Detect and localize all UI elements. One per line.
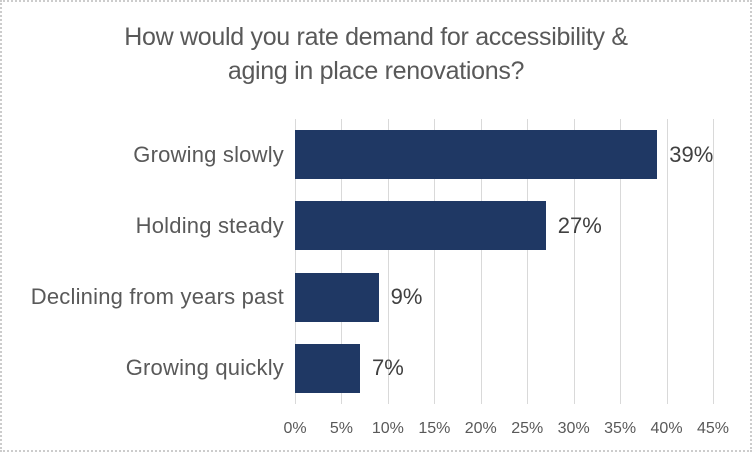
gridline-40%: [666, 119, 668, 404]
gridline-35%: [620, 119, 622, 404]
data-label: 7%: [372, 355, 404, 381]
bar-holding-steady: [295, 201, 546, 251]
x-axis-tick-label: 15%: [418, 420, 451, 437]
gridline-10%: [387, 119, 389, 404]
category-label: Growing quickly: [125, 355, 284, 381]
data-label: 9%: [390, 284, 423, 310]
data-label: 39%: [669, 141, 714, 167]
data-label: 27%: [557, 212, 602, 238]
x-axis-tick-label: 0%: [283, 420, 307, 437]
gridline-25%: [527, 119, 529, 404]
x-axis-tick-label: 5%: [329, 420, 353, 437]
gridline-30%: [573, 119, 575, 404]
category-label: Declining from years past: [30, 284, 284, 310]
x-axis-tick-label: 45%: [696, 420, 730, 437]
chart-title: How would you rate demand for accessibil…: [2, 20, 750, 88]
x-axis-tick-label: 20%: [464, 420, 497, 437]
gridline-5%: [341, 119, 343, 404]
category-label: Growing slowly: [133, 141, 284, 167]
gridline-0%: [295, 119, 296, 404]
bar-declining-from-years-past: [295, 272, 379, 322]
gridline-15%: [434, 119, 436, 404]
x-axis-tick-label: 25%: [511, 420, 544, 437]
gridline-45%: [713, 119, 714, 404]
bar-growing-slowly: [295, 130, 658, 180]
x-axis-tick-label: 30%: [557, 420, 590, 437]
x-axis-tick-label: 40%: [650, 420, 683, 437]
x-axis-tick-label: 10%: [371, 420, 404, 437]
chart-title-line1: How would you rate demand for accessibil…: [124, 23, 628, 51]
x-axis-tick-label: 35%: [604, 420, 637, 437]
chart-title-line2: aging in place renovations?: [227, 57, 525, 85]
bar-growing-quickly: [295, 343, 361, 393]
gridline-20%: [480, 119, 482, 404]
category-label: Holding steady: [135, 212, 284, 238]
